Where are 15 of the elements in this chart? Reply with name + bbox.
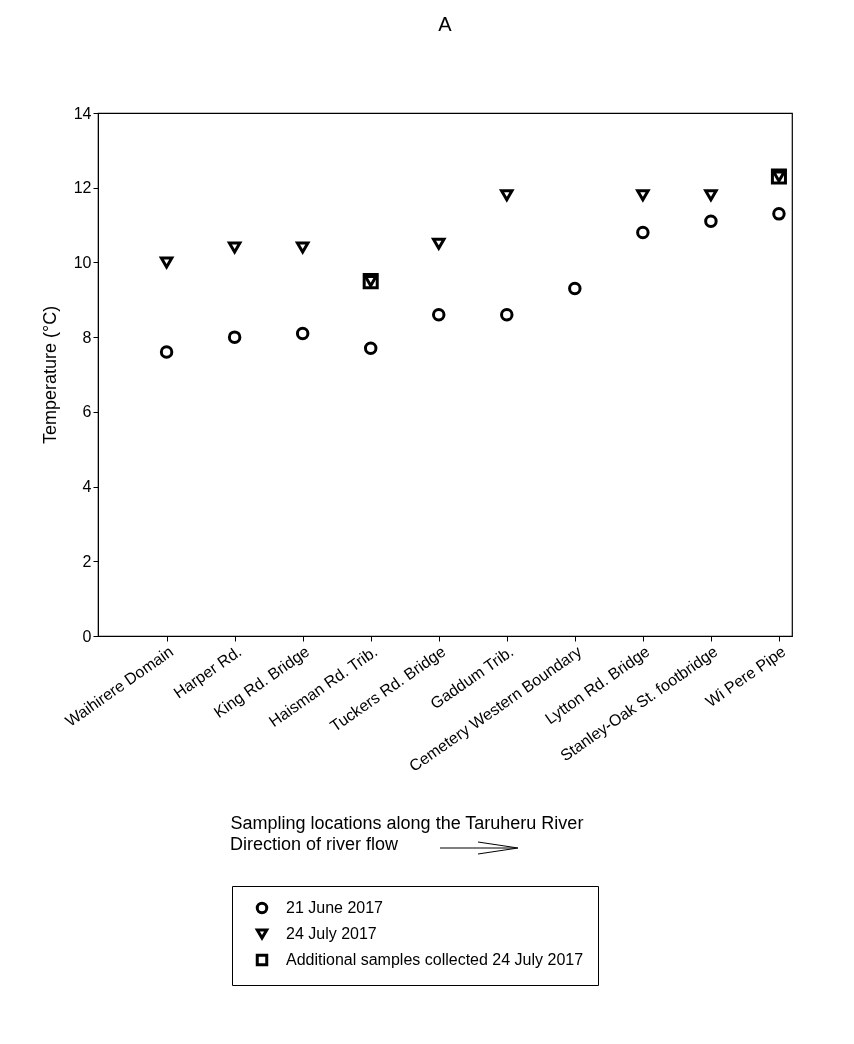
legend-label: 21 June 2017	[286, 899, 384, 916]
legend-label: 24 July 2017	[286, 925, 377, 942]
y-tick-label: 14	[73, 104, 92, 122]
y-tick-label: 0	[82, 627, 92, 645]
y-axis-title: Temperature (°C)	[39, 305, 60, 445]
text: Direction of river flow	[230, 834, 400, 854]
y-tick-label: 6	[82, 403, 92, 421]
chart-title: A	[438, 13, 453, 35]
y-tick-label: 8	[82, 328, 92, 346]
y-tick-label: 10	[73, 253, 92, 271]
y-tick-label: 12	[73, 179, 92, 197]
y-tick-label: 4	[82, 478, 92, 496]
legend-label: Additional samples collected 24 July 2017	[286, 951, 584, 968]
y-tick-label: 2	[82, 552, 92, 570]
x-axis-title: Sampling locations along the Taruheru River	[230, 812, 584, 833]
